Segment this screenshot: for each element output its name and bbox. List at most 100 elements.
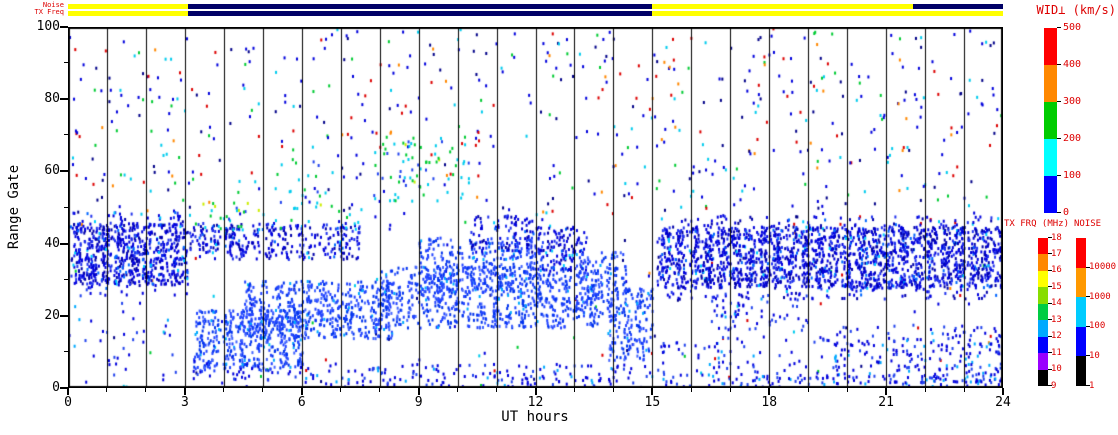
y-tick-label: 100 — [36, 19, 60, 34]
txfrq-colorbar-tick — [1048, 335, 1052, 337]
wid-colorbar-tick — [1057, 138, 1061, 139]
txfrq-colorbar-tick — [1048, 237, 1052, 238]
x-tick-label: 6 — [297, 395, 306, 410]
wid-colorbar-tick — [1057, 64, 1061, 65]
noise-colorbar-segment — [1076, 267, 1086, 298]
txfrq-colorbar-label: 13 — [1051, 314, 1062, 325]
topbar-tx-freq-segment — [652, 11, 1003, 16]
noise-colorbar-label: 10 — [1089, 351, 1100, 361]
wid-colorbar-label: 0 — [1063, 207, 1070, 218]
y-tick — [60, 98, 68, 101]
x-tick-label: 9 — [414, 395, 423, 410]
noise-colorbar-label: 1 — [1089, 380, 1095, 391]
x-tick-label: 18 — [761, 395, 778, 410]
y-tick — [64, 134, 68, 136]
y-axis-title: Range Gate — [6, 164, 22, 250]
x-tick — [340, 388, 342, 392]
topbar-noise-segment — [187, 4, 653, 9]
x-tick — [262, 388, 264, 392]
x-tick-label: 3 — [180, 395, 189, 410]
noise-colorbar-title: NOISE — [1074, 219, 1102, 229]
topbar-tx-freq-segment — [187, 11, 653, 16]
wid-colorbar-segment — [1044, 28, 1057, 65]
txfrq-colorbar-tick — [1048, 352, 1052, 354]
y-tick — [64, 350, 68, 352]
wid-colorbar-label: 400 — [1063, 59, 1082, 70]
y-tick — [64, 278, 68, 280]
y-tick — [60, 26, 68, 28]
txfrq-colorbar-label: 16 — [1051, 265, 1062, 276]
noise-colorbar-segment — [1076, 238, 1086, 268]
wid-colorbar-tick — [1057, 101, 1061, 102]
x-tick — [924, 388, 926, 392]
wid-colorbar-label: 300 — [1063, 96, 1082, 107]
noise-colorbar-label: 1000 — [1089, 291, 1111, 302]
y-tick — [60, 242, 68, 245]
noise-colorbar-segment — [1076, 326, 1086, 357]
y-tick-label: 60 — [44, 163, 60, 179]
txfrq-colorbar-tick — [1048, 319, 1052, 321]
y-tick — [60, 387, 68, 389]
txfrq-colorbar-segment — [1038, 320, 1048, 337]
x-tick — [612, 388, 614, 392]
txfrq-colorbar-tick — [1048, 286, 1052, 288]
x-tick — [573, 388, 575, 392]
topbar-noise-segment — [913, 4, 1003, 9]
wid-colorbar-label: 200 — [1063, 133, 1082, 144]
x-tick — [885, 388, 888, 395]
x-tick — [846, 388, 848, 392]
wid-colorbar-label: 100 — [1063, 170, 1082, 181]
txfrq-colorbar-label: 12 — [1051, 331, 1062, 342]
txfrq-colorbar-label: 11 — [1051, 347, 1062, 358]
y-tick — [64, 206, 68, 208]
wid-colorbar-segment — [1044, 65, 1057, 102]
wid-colorbar-segment — [1044, 102, 1057, 139]
x-tick — [1002, 388, 1004, 395]
x-tick — [963, 388, 965, 392]
txfrq-colorbar-label: 9 — [1051, 380, 1057, 391]
noise-colorbar-label: 100 — [1089, 321, 1106, 332]
topbar-label-noise: Noise — [42, 1, 64, 9]
x-tick — [496, 388, 498, 392]
txfrq-colorbar-segment — [1038, 287, 1048, 304]
x-tick — [534, 388, 537, 395]
wid-colorbar-segment — [1044, 176, 1057, 213]
x-tick — [145, 388, 147, 392]
plot-area — [68, 27, 1003, 388]
txfrq-colorbar-segment — [1038, 336, 1048, 354]
x-tick-label: 21 — [878, 395, 894, 410]
x-tick — [729, 388, 731, 392]
noise-colorbar-segment — [1076, 356, 1086, 386]
txfrq-colorbar-segment — [1038, 353, 1048, 370]
x-tick — [379, 388, 381, 392]
noise-colorbar-tick — [1086, 296, 1090, 298]
txfrq-colorbar-title: TX FRQ (MHz) — [1004, 219, 1070, 229]
txfrq-colorbar-segment — [1038, 270, 1048, 288]
noise-colorbar-tick — [1086, 266, 1090, 268]
txfrq-colorbar-tick — [1048, 385, 1052, 386]
wid-colorbar-segment — [1044, 139, 1057, 176]
y-tick-label: 0 — [52, 380, 60, 395]
x-tick — [67, 388, 69, 395]
txfrq-colorbar-segment — [1038, 303, 1048, 321]
noise-colorbar-label: 10000 — [1089, 262, 1117, 273]
x-tick — [300, 388, 303, 395]
x-tick — [457, 388, 459, 392]
txfrq-colorbar-label: 15 — [1051, 281, 1062, 292]
y-tick-label: 40 — [44, 235, 60, 251]
noise-colorbar-tick — [1086, 325, 1090, 327]
x-axis-title: UT hours — [501, 409, 569, 425]
y-tick-label: 20 — [44, 307, 60, 323]
wid-colorbar-tick — [1057, 212, 1061, 213]
txfrq-colorbar-tick — [1048, 269, 1052, 271]
y-tick — [64, 62, 68, 64]
topbar-noise-segment — [652, 4, 914, 9]
x-tick — [183, 388, 186, 395]
txfrq-colorbar-label: 18 — [1051, 232, 1062, 243]
topbar-label-txfreq: TX Freq — [34, 8, 64, 16]
x-tick-label: 0 — [64, 395, 72, 410]
wid-colorbar-tick — [1057, 27, 1061, 28]
noise-colorbar-segment — [1076, 297, 1086, 327]
x-tick — [690, 388, 692, 392]
wid-colorbar-title: WID⊥ (km/s) — [1036, 3, 1116, 17]
